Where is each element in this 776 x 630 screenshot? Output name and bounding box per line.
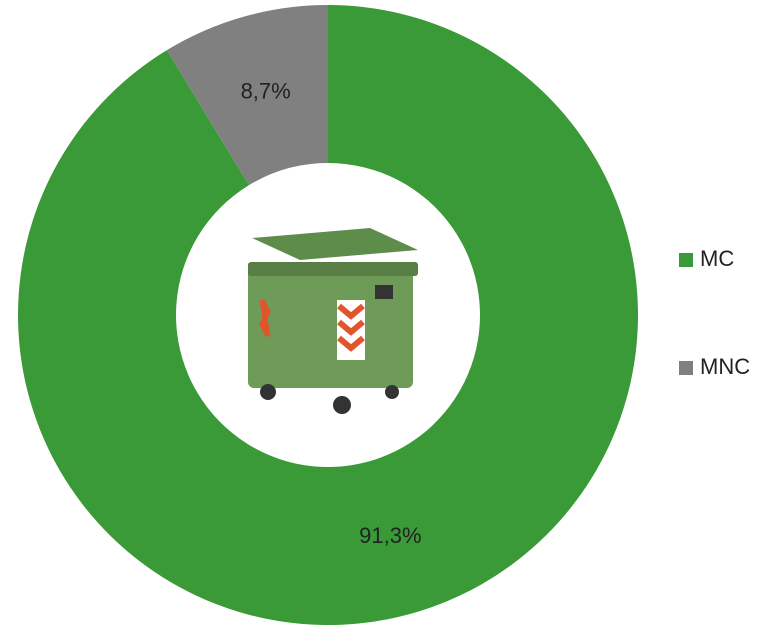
donut-slice [166, 5, 328, 186]
legend-label: MNC [700, 354, 750, 379]
data-label: 91,3% [359, 523, 421, 548]
donut-slice [17, 5, 638, 625]
legend-swatch [679, 253, 693, 267]
bin-icon [248, 228, 418, 414]
donut [17, 5, 638, 625]
data-label: 8,7% [241, 78, 291, 103]
legend-label: MC [700, 246, 734, 271]
legend-swatch [679, 361, 693, 375]
